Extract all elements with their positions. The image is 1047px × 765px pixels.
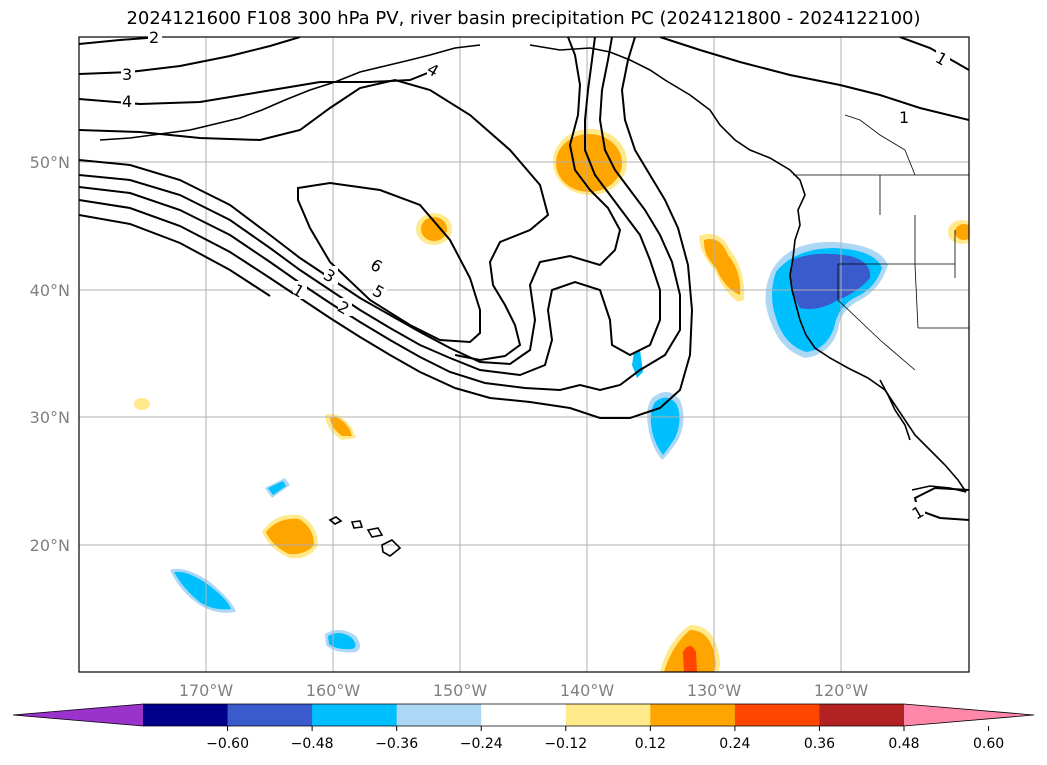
colorbar-tick-label: −0.48 xyxy=(291,736,334,752)
colorbar-tick-label: −0.36 xyxy=(375,736,418,752)
lon-label: 140°W xyxy=(560,681,615,700)
lat-label: 50°N xyxy=(30,153,70,172)
precip-positive-blob xyxy=(134,398,150,410)
colorbar-segment xyxy=(481,704,567,726)
colorbar-outline xyxy=(12,703,1035,727)
precip-negative-blob xyxy=(328,632,356,650)
colorbar-tick-label: −0.60 xyxy=(206,736,249,752)
colorbar-segment xyxy=(565,704,651,726)
precip-negative-blob xyxy=(650,397,680,455)
lon-label: 120°W xyxy=(814,681,869,700)
colorbar-extend-max xyxy=(904,704,1034,726)
precip-positive-blob xyxy=(683,646,697,672)
lon-label: 130°W xyxy=(687,681,742,700)
contour-label: 3 xyxy=(122,65,132,84)
contour-label: 1 xyxy=(899,108,909,127)
colorbar-segment xyxy=(650,704,736,726)
map-title: 2024121600 F108 300 hPa PV, river basin … xyxy=(126,8,921,29)
lon-label: 150°W xyxy=(433,681,488,700)
colorbar-tick-label: 0.24 xyxy=(719,736,750,752)
lon-label: 170°W xyxy=(179,681,234,700)
colorbar-segment xyxy=(312,704,398,726)
graticule xyxy=(79,37,969,672)
longitude-labels: 170°W 160°W 150°W 140°W 130°W 120°W xyxy=(179,681,869,700)
precip-negative-blob xyxy=(791,253,871,309)
colorbar-segment xyxy=(143,704,229,726)
precip-positive-blob xyxy=(955,224,969,240)
political-borders xyxy=(793,114,969,371)
latitude-labels: 50°N 40°N 30°N 20°N xyxy=(30,153,70,555)
contour-label-group: 2 3 4 4 1 1 6 3 5 1 2 1 xyxy=(121,28,951,524)
colorbar: −0.60 −0.48 −0.36 −0.24 −0.12 0.12 0.24 0.36 0.4… xyxy=(12,703,1035,752)
lon-label: 160°W xyxy=(306,681,361,700)
map-frame xyxy=(78,36,970,673)
precip-negative-blob xyxy=(174,571,231,610)
colorbar-tick-label: 0.12 xyxy=(635,736,666,752)
lat-label: 40°N xyxy=(30,281,70,300)
colorbar-tick-label: 0.48 xyxy=(888,736,919,752)
lat-label: 20°N xyxy=(30,536,70,555)
lat-label: 30°N xyxy=(30,408,70,427)
colorbar-segment xyxy=(819,704,905,726)
precip-positive-blob xyxy=(421,217,447,241)
contour-label: 4 xyxy=(122,92,132,111)
precip-negative-blob xyxy=(268,481,286,495)
colorbar-extend-min xyxy=(13,704,143,726)
colorbar-tick-label: −0.12 xyxy=(544,736,587,752)
precip-positive-blob xyxy=(703,239,741,295)
colorbar-segment xyxy=(734,704,820,726)
colorbar-segment xyxy=(227,704,313,726)
colorbar-tick-label: 0.36 xyxy=(804,736,835,752)
coastlines xyxy=(99,44,967,557)
colorbar-tick-label: −0.24 xyxy=(460,736,503,752)
contour-label: 2 xyxy=(149,28,159,47)
precip-positive-blob xyxy=(330,417,352,436)
colorbar-tick-label: 0.60 xyxy=(973,736,1004,752)
colorbar-segment xyxy=(396,704,482,726)
